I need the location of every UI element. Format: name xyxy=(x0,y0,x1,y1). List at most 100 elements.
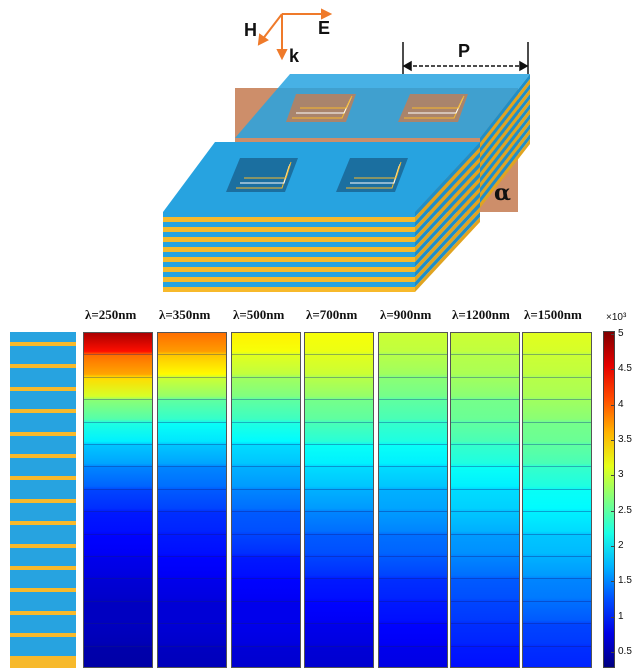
metal-layer xyxy=(10,521,76,526)
layer-boundary xyxy=(379,466,447,468)
field-band xyxy=(158,377,226,402)
period-indicator xyxy=(402,42,529,74)
field-band xyxy=(523,400,591,424)
field-band xyxy=(305,489,373,514)
field-band xyxy=(451,333,519,357)
side-layer xyxy=(415,147,480,222)
field-band xyxy=(305,557,373,581)
field-band xyxy=(158,445,226,469)
field-band xyxy=(232,512,300,536)
metal-layer xyxy=(10,633,76,638)
field-band xyxy=(232,400,300,424)
metamaterial-schematic: H E k P α xyxy=(163,8,530,292)
wavelength-label: λ=1200nm xyxy=(452,307,510,322)
field-band xyxy=(379,445,447,469)
layer-boundary xyxy=(232,399,300,401)
field-band xyxy=(305,512,373,536)
field-band xyxy=(379,624,447,648)
colorbar-tick: 4 xyxy=(618,398,624,410)
layer-boundary xyxy=(158,444,226,445)
layer-boundary xyxy=(84,444,152,445)
wavelength-label: λ=1500nm xyxy=(524,307,582,322)
layer-boundary xyxy=(232,600,300,602)
field-map-column xyxy=(522,332,592,668)
layer-boundary xyxy=(305,399,373,401)
field-band xyxy=(379,489,447,514)
layer-boundary xyxy=(379,623,447,625)
field-band xyxy=(379,400,447,424)
field-band xyxy=(84,512,152,536)
colorbar-tick-mark xyxy=(611,651,615,653)
field-band xyxy=(379,557,447,581)
front-layer xyxy=(163,272,415,277)
field-band xyxy=(158,646,226,667)
layer-stack-reference xyxy=(10,332,76,668)
wavelength-label: λ=250nm xyxy=(85,307,137,322)
layer-boundary xyxy=(523,533,591,535)
layer-boundary xyxy=(305,421,373,423)
field-band xyxy=(84,333,152,357)
metal-layer xyxy=(10,588,76,593)
layer-boundary xyxy=(523,376,591,378)
front-layer xyxy=(163,217,415,222)
layer-boundary xyxy=(84,421,152,423)
layer-boundary xyxy=(84,623,152,625)
back-side-layer xyxy=(480,94,530,163)
layer-boundary xyxy=(451,511,519,513)
field-band xyxy=(232,467,300,491)
field-band xyxy=(305,377,373,402)
layer-boundary xyxy=(523,354,591,356)
layer-boundary xyxy=(232,533,300,535)
field-band xyxy=(451,624,519,648)
field-band xyxy=(158,624,226,648)
field-band xyxy=(379,355,447,379)
field-band xyxy=(523,333,591,357)
back-side-layer xyxy=(480,79,530,148)
colorbar-tick-mark xyxy=(611,616,615,618)
field-band xyxy=(305,601,373,626)
back-side-layer xyxy=(480,109,530,178)
layer-boundary xyxy=(305,466,373,468)
back-side-layer xyxy=(480,119,530,188)
colorbar-tick: 5 xyxy=(618,328,624,339)
layer-boundary xyxy=(379,645,447,647)
field-band xyxy=(84,422,152,446)
layer-boundary xyxy=(232,556,300,557)
layer-boundary xyxy=(451,645,519,647)
field-band xyxy=(451,557,519,581)
layer-boundary xyxy=(305,354,373,356)
layer-boundary xyxy=(84,533,152,535)
field-band xyxy=(158,534,226,558)
field-band xyxy=(84,534,152,558)
side-layer xyxy=(415,212,480,287)
field-band xyxy=(84,624,152,648)
layer-boundary xyxy=(158,600,226,602)
back-side-layer xyxy=(480,124,530,193)
layer-boundary xyxy=(379,399,447,401)
layer-boundary xyxy=(379,376,447,378)
colorbar-tick-mark xyxy=(611,334,615,335)
layer-boundary xyxy=(158,623,226,625)
layer-boundary xyxy=(158,556,226,557)
field-band xyxy=(158,512,226,536)
field-band xyxy=(451,489,519,514)
front-layer xyxy=(163,267,415,272)
field-band xyxy=(379,512,447,536)
field-map-column xyxy=(231,332,301,668)
layer-boundary xyxy=(379,488,447,490)
field-band xyxy=(232,422,300,446)
metal-layer xyxy=(10,454,76,458)
back-side-layer xyxy=(480,89,530,158)
layer-boundary xyxy=(84,556,152,557)
layer-boundary xyxy=(305,623,373,625)
front-layer xyxy=(163,252,415,257)
front-layer xyxy=(163,287,415,292)
colorbar-multiplier: ×10³ xyxy=(606,312,627,323)
back-side-layer xyxy=(480,139,530,208)
field-band xyxy=(305,534,373,558)
layer-boundary xyxy=(451,623,519,625)
field-band xyxy=(305,646,373,667)
wavelength-label: λ=500nm xyxy=(233,307,285,322)
field-band xyxy=(451,467,519,491)
layer-boundary xyxy=(451,444,519,445)
